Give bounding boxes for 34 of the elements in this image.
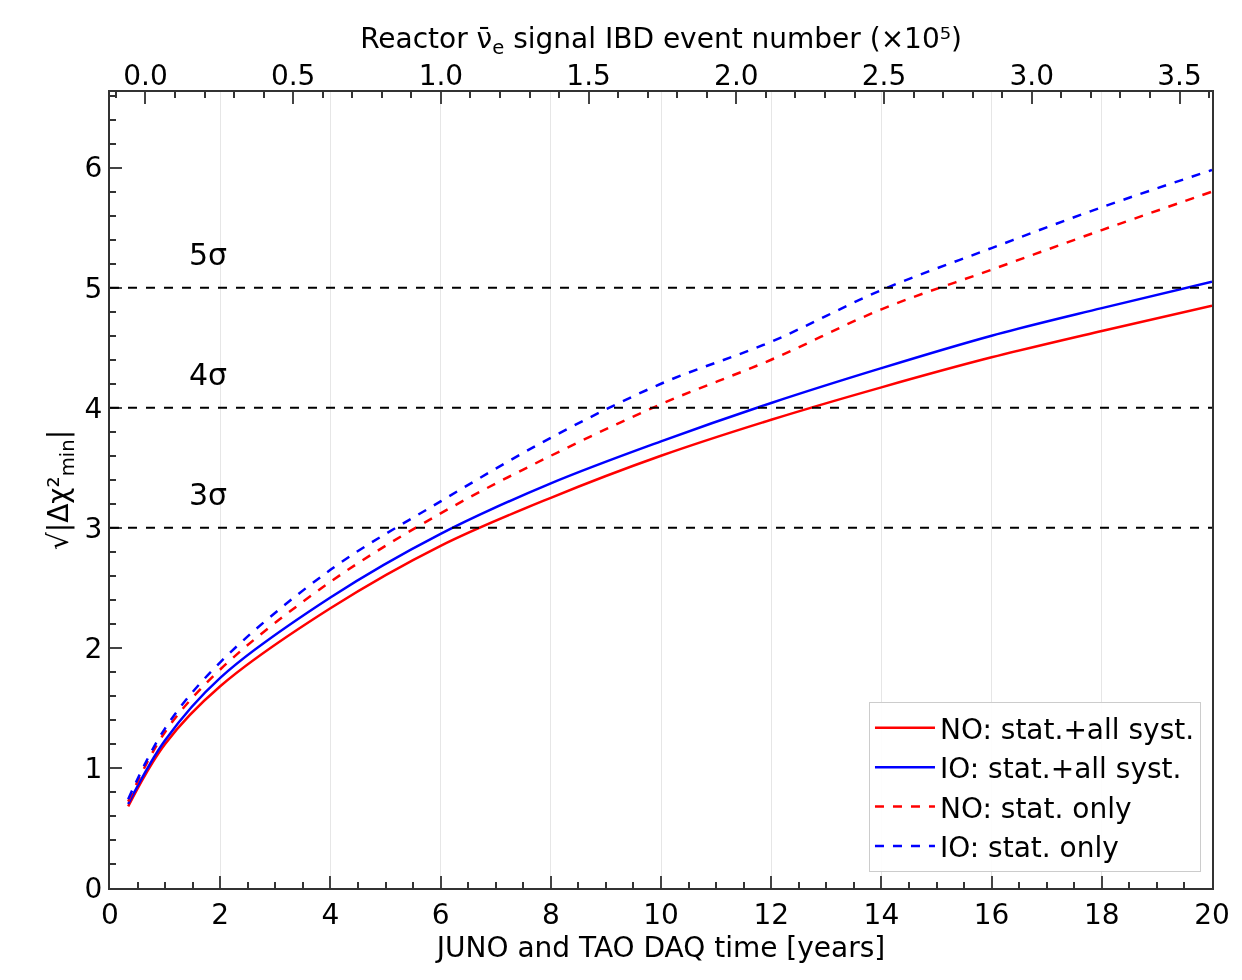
y-tick-label: 1 bbox=[84, 751, 103, 785]
x2-tick-label: 0.0 bbox=[123, 59, 168, 93]
x-tick-label: 18 bbox=[1083, 897, 1120, 931]
x2-tick-label: 1.5 bbox=[566, 59, 611, 93]
x2-tick-label: 1.0 bbox=[418, 59, 464, 93]
x-tick-label: 2 bbox=[211, 897, 230, 931]
y-tick-label: 2 bbox=[84, 631, 103, 665]
y-tick-label: 0 bbox=[84, 871, 103, 905]
legend-label: IO: stat.+all syst. bbox=[939, 752, 1182, 786]
x2-tick-label: 0.5 bbox=[270, 59, 316, 93]
x-tick-label: 20 bbox=[1194, 897, 1230, 931]
y-tick-label: 3 bbox=[84, 511, 103, 545]
x2-tick-label: 2.0 bbox=[714, 59, 759, 93]
x-tick-label: 4 bbox=[321, 897, 340, 931]
legend-label: NO: stat.+all syst. bbox=[939, 712, 1195, 746]
x-tick-label: 16 bbox=[973, 897, 1010, 931]
x-tick-label: 6 bbox=[431, 897, 450, 931]
ref-line-label: 3σ bbox=[189, 477, 228, 512]
x2-tick-label: 3.5 bbox=[1157, 59, 1202, 93]
x-tick-label: 10 bbox=[643, 897, 679, 931]
legend-label: NO: stat. only bbox=[939, 791, 1132, 825]
x-tick-label: 8 bbox=[541, 897, 560, 931]
legend-label: IO: stat. only bbox=[939, 830, 1119, 864]
x2-axis-title: Reactor ν̄$_{e}$ signal IBD event number (×10⁵) bbox=[360, 22, 962, 59]
ref-line-label: 4σ bbox=[189, 357, 228, 392]
y-tick-label: 6 bbox=[84, 151, 103, 185]
y-tick-label: 4 bbox=[84, 391, 103, 425]
x-tick-label: 12 bbox=[753, 897, 790, 931]
x-axis-title: JUNO and TAO DAQ time [years] bbox=[434, 930, 886, 964]
y-tick-label: 5 bbox=[84, 271, 103, 305]
x2-tick-label: 3.0 bbox=[1009, 59, 1055, 93]
x-tick-label: 14 bbox=[863, 897, 900, 931]
x2-tick-label: 2.5 bbox=[861, 59, 907, 93]
ref-line-label: 5σ bbox=[189, 237, 228, 272]
